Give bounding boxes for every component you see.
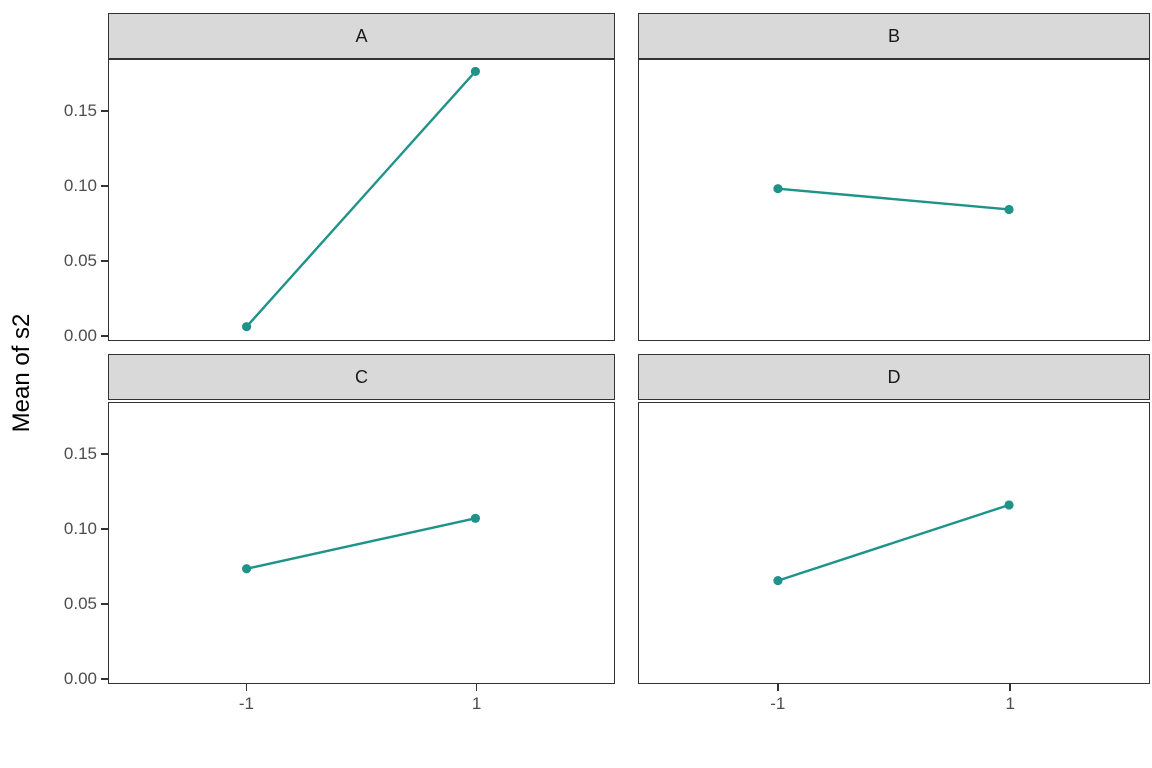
- facet-strip-c: C: [108, 354, 615, 400]
- y-tick-mark: [101, 260, 108, 262]
- y-tick-mark: [101, 528, 108, 530]
- x-tick-mark: [1009, 684, 1012, 691]
- y-tick-label: 0.15: [63, 444, 97, 464]
- data-point: [1004, 500, 1014, 510]
- series-line: [245, 70, 477, 328]
- x-tick-label: 1: [1005, 694, 1015, 713]
- y-tick-label: 0.05: [63, 251, 97, 271]
- x-tick-label: -1: [238, 694, 254, 713]
- y-tick-mark: [101, 335, 108, 337]
- data-point: [470, 66, 481, 77]
- x-tick-mark: [475, 684, 478, 691]
- y-tick-mark: [101, 603, 108, 605]
- facet-series-b: [773, 184, 1014, 215]
- facet-strip-label: C: [355, 366, 368, 387]
- facet-panel-d: [638, 402, 1150, 684]
- y-tick-label: 0.05: [63, 594, 97, 614]
- data-point: [1004, 204, 1014, 215]
- facet-series-c: [241, 513, 481, 574]
- x-tick-label: -1: [770, 694, 786, 713]
- series-line: [777, 187, 1010, 211]
- x-tick-label: 1: [471, 694, 482, 713]
- series-line: [777, 503, 1010, 582]
- series-line: [246, 517, 476, 570]
- facet-strip-label: D: [887, 366, 901, 387]
- x-tick-mark: [776, 684, 779, 691]
- facet-series-d: [773, 500, 1014, 586]
- y-axis-title: Mean of s2: [8, 313, 35, 433]
- facet-strip-b: B: [638, 13, 1150, 59]
- facet-strip-a: A: [108, 13, 615, 59]
- y-tick-mark: [101, 110, 108, 112]
- data-point: [773, 184, 783, 194]
- y-tick-mark: [101, 678, 108, 680]
- facet-series-a: [241, 66, 481, 332]
- y-tick-label: 0.00: [63, 669, 97, 689]
- y-tick-label: 0.10: [63, 519, 97, 539]
- facet-strip-label: A: [355, 25, 368, 46]
- y-tick-mark: [101, 185, 108, 187]
- facet-panel-c: [108, 402, 615, 684]
- facet-panel-b: [638, 59, 1150, 341]
- y-tick-label: 0.15: [63, 101, 97, 121]
- data-point: [241, 322, 252, 332]
- y-tick-mark: [101, 453, 108, 455]
- data-point: [470, 513, 481, 523]
- x-tick-mark: [245, 684, 248, 691]
- y-tick-label: 0.10: [63, 176, 97, 196]
- facet-strip-label: B: [887, 25, 900, 46]
- facet-strip-d: D: [638, 354, 1150, 400]
- data-point: [241, 564, 252, 574]
- facet-panel-a: [108, 59, 615, 341]
- data-point: [773, 576, 783, 586]
- y-tick-label: 0.00: [63, 326, 97, 346]
